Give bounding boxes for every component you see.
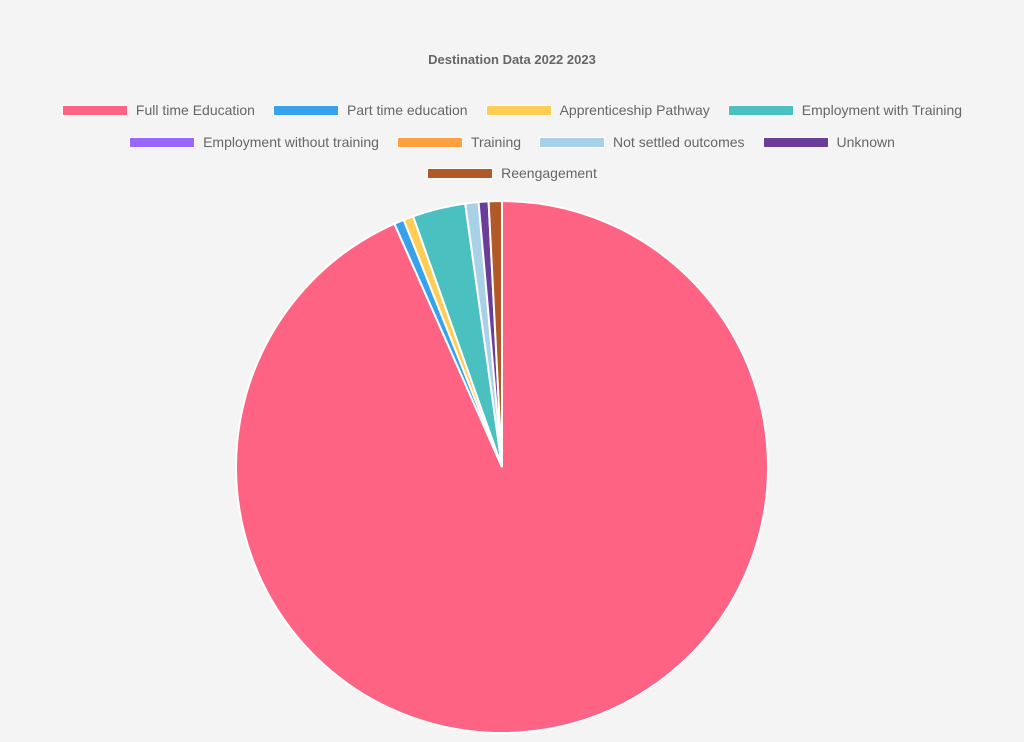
- legend-swatch: [272, 104, 339, 116]
- legend-label: Not settled outcomes: [613, 134, 745, 150]
- legend-label: Reengagement: [501, 165, 597, 181]
- legend-item-apprenticeship-pathway[interactable]: Apprenticeship Pathway: [485, 102, 710, 118]
- legend-swatch: [396, 136, 463, 148]
- legend-row: Employment without training Training Not…: [0, 134, 1024, 150]
- legend-label: Employment with Training: [801, 102, 963, 118]
- legend-label: Part time education: [346, 102, 468, 118]
- legend-swatch: [485, 104, 552, 116]
- legend-swatch: [129, 136, 196, 148]
- legend-row: Reengagement: [0, 165, 1024, 181]
- legend-swatch: [727, 104, 794, 116]
- legend-label: Apprenticeship Pathway: [559, 102, 710, 118]
- legend-label: Employment without training: [203, 134, 379, 150]
- legend-label: Training: [470, 134, 522, 150]
- legend-item-full-time-education[interactable]: Full time Education: [61, 102, 255, 118]
- legend-label: Unknown: [836, 134, 895, 150]
- legend-item-employment-without-training[interactable]: Employment without training: [129, 134, 379, 150]
- legend-row: Full time Education Part time education …: [0, 102, 1024, 118]
- pie-slice-reengagement[interactable]: [487, 199, 503, 468]
- legend-label: Full time Education: [135, 102, 255, 118]
- legend-swatch: [61, 104, 128, 116]
- legend-item-not-settled-outcomes[interactable]: Not settled outcomes: [539, 134, 745, 150]
- legend-swatch: [762, 136, 829, 148]
- chart-title: Destination Data 2022 2023: [428, 52, 596, 67]
- legend-swatch: [427, 167, 494, 179]
- legend-swatch: [539, 136, 606, 148]
- legend-item-training[interactable]: Training: [396, 134, 522, 150]
- legend-item-reengagement[interactable]: Reengagement: [427, 165, 597, 181]
- legend-item-employment-with-training[interactable]: Employment with Training: [727, 102, 963, 118]
- legend-item-part-time-education[interactable]: Part time education: [272, 102, 468, 118]
- legend-item-unknown[interactable]: Unknown: [762, 134, 895, 150]
